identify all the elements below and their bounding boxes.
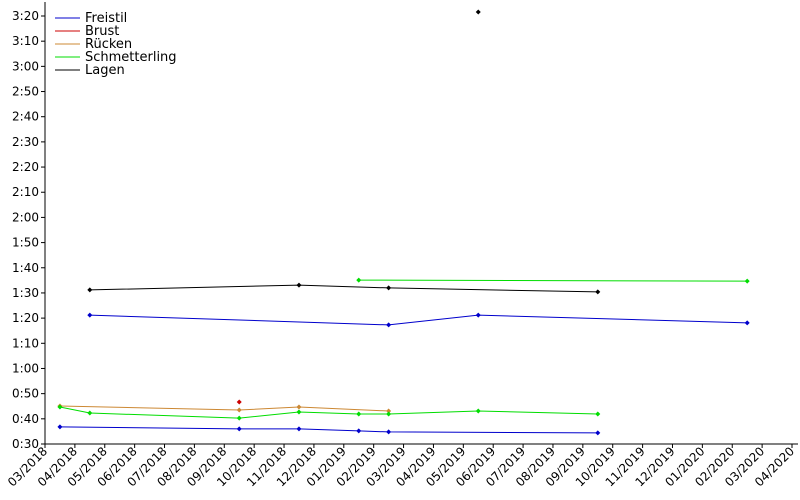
y-tick-label: 0:30 [12, 437, 39, 451]
point [296, 426, 302, 432]
y-tick-label: 2:50 [12, 85, 39, 99]
y-tick-label: 2:10 [12, 185, 39, 199]
legend-label: Freistil [85, 11, 127, 26]
y-tick-label: 1:10 [12, 336, 39, 350]
point [87, 410, 93, 416]
point [356, 411, 362, 417]
point [386, 408, 392, 414]
series-line [89, 284, 598, 293]
y-tick-label: 1:50 [12, 236, 39, 250]
point [236, 426, 242, 432]
point [57, 404, 63, 410]
y-tick-label: 2:20 [12, 160, 39, 174]
point [475, 9, 481, 15]
legend-label: Lagen [85, 63, 125, 78]
point [475, 408, 481, 414]
series-line [59, 405, 389, 412]
series-line [59, 426, 598, 434]
point [87, 312, 93, 318]
point [386, 322, 392, 328]
point [744, 278, 750, 284]
y-tick-label: 3:20 [12, 9, 39, 23]
y-tick-label: 3:00 [12, 59, 39, 73]
point [595, 289, 601, 295]
point [356, 277, 362, 283]
legend-label: Brust [85, 24, 119, 39]
y-tick-label: 1:20 [12, 311, 39, 325]
point [595, 430, 601, 436]
point [236, 415, 242, 421]
point [236, 399, 242, 405]
point [296, 404, 302, 410]
point [744, 320, 750, 326]
point [475, 312, 481, 318]
y-tick-label: 2:40 [12, 110, 39, 124]
point [356, 428, 362, 434]
legend-label: Rücken [85, 37, 132, 52]
series-line [89, 314, 748, 326]
y-tick-label: 3:10 [12, 34, 39, 48]
series-line [59, 406, 598, 419]
y-tick-label: 2:00 [12, 210, 39, 224]
series-line [358, 279, 748, 282]
y-tick-label: 1:30 [12, 286, 39, 300]
y-tick-label: 2:30 [12, 135, 39, 149]
point [57, 424, 63, 430]
point [236, 407, 242, 413]
point [386, 429, 392, 435]
point [595, 411, 601, 417]
point [296, 282, 302, 288]
y-tick-label: 1:40 [12, 261, 39, 275]
point [87, 287, 93, 293]
point [296, 409, 302, 415]
y-tick-label: 0:40 [12, 412, 39, 426]
point [386, 285, 392, 291]
y-tick-label: 0:50 [12, 387, 39, 401]
y-tick-label: 1:00 [12, 361, 39, 375]
legend-label: Schmetterling [85, 50, 177, 65]
point [386, 411, 392, 417]
